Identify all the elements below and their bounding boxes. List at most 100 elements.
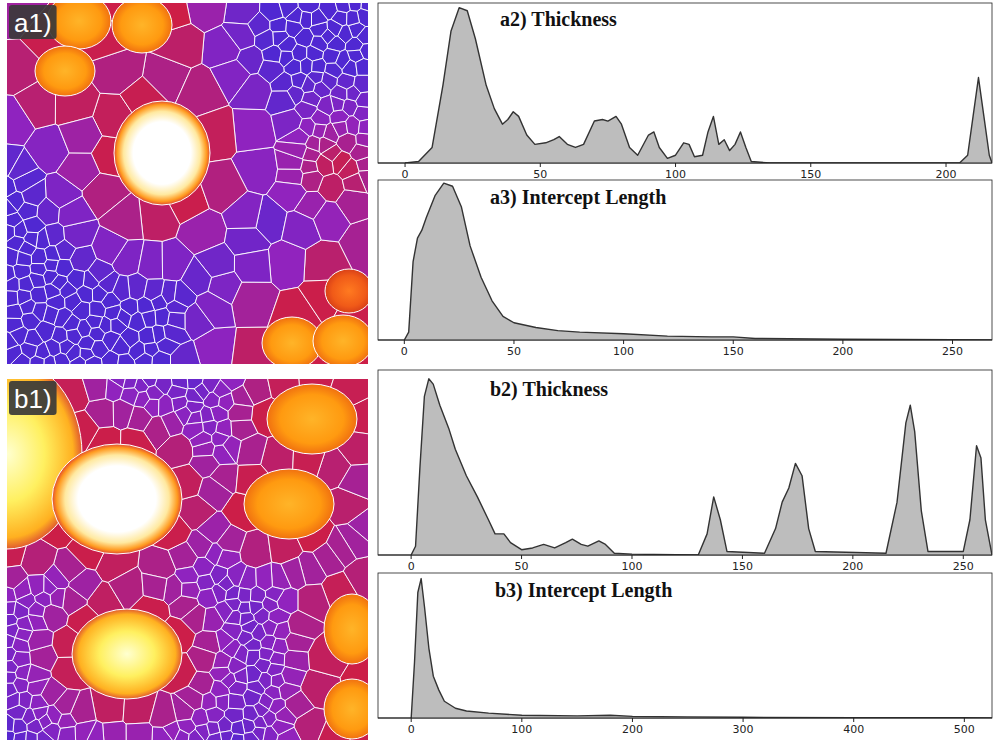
grain-cell	[312, 8, 329, 26]
x-tick	[810, 163, 811, 167]
chart-title: b2) Thickness	[490, 378, 608, 401]
x-tick-label: 50	[515, 560, 529, 573]
grain-cell	[123, 379, 138, 389]
grain-cell	[244, 732, 261, 740]
chart-panel: 050100150200250a3) Intercept Length	[378, 180, 992, 358]
grain-cell	[188, 729, 205, 740]
panel-label: a1)	[9, 5, 57, 39]
grain-cell	[321, 144, 342, 161]
chart-panel: 050100150200250b2) Thickness	[378, 370, 992, 573]
grain-cell	[7, 647, 16, 661]
density-curve	[411, 379, 992, 555]
grain-cell	[271, 720, 294, 735]
chart-title: a3) Intercept Length	[490, 186, 666, 209]
grain-cell	[8, 147, 39, 180]
x-tick	[852, 555, 853, 559]
grain-cell	[144, 279, 164, 301]
grain-cell	[301, 171, 323, 192]
x-tick	[513, 340, 514, 344]
pores	[7, 379, 368, 739]
pore	[313, 315, 368, 364]
grain-cell	[91, 341, 109, 359]
density-fill	[411, 379, 992, 555]
x-tick	[733, 340, 734, 344]
x-tick	[623, 340, 624, 344]
pore	[72, 609, 182, 699]
grain-cell	[356, 133, 368, 147]
x-tick	[853, 718, 854, 722]
grain-cell	[231, 385, 254, 407]
grain-cell	[22, 178, 47, 206]
grain-cell	[7, 264, 15, 282]
plot-frame	[378, 573, 992, 718]
grain-cell	[19, 276, 34, 292]
x-tick	[404, 340, 405, 344]
figure: a1)b1)050100150200a2) Thickness050100150…	[0, 0, 995, 742]
grain-cell	[67, 329, 82, 344]
grain-cell	[149, 689, 176, 727]
grain-cell	[29, 602, 45, 617]
grain-cell	[338, 464, 368, 500]
grain-cell	[7, 3, 51, 40]
grain-cell	[187, 646, 217, 673]
x-tick	[521, 718, 522, 722]
x-axis-line	[378, 555, 992, 556]
x-tick-label: 100	[621, 560, 642, 573]
grain-cell	[175, 567, 199, 584]
grain-cell	[221, 191, 263, 229]
grain-cell	[356, 58, 368, 75]
x-tick-label: 150	[732, 560, 753, 573]
plot-frame	[378, 180, 992, 340]
x-tick-label: 100	[613, 345, 634, 358]
chart-title: b3) Intercept Length	[495, 579, 672, 602]
grain-cell	[77, 286, 93, 304]
grain-cell	[88, 258, 115, 282]
grain-cell	[234, 249, 271, 282]
x-tick-label: 200	[622, 723, 643, 736]
grain-cell	[181, 256, 212, 297]
x-tick-label: 0	[408, 560, 415, 573]
grain-cell	[220, 731, 233, 740]
grain-cell	[126, 723, 153, 740]
grain-cell	[10, 327, 29, 346]
grain-cell	[215, 601, 233, 623]
grain-cell	[7, 713, 14, 732]
grain-cell	[189, 455, 220, 478]
grain-cell	[113, 275, 130, 302]
grain-cell	[279, 51, 293, 67]
x-tick	[411, 555, 412, 559]
grain-cell	[205, 543, 223, 565]
grain-cell	[45, 339, 61, 357]
grain-cell	[262, 620, 277, 636]
x-tick-label: 0	[401, 345, 408, 358]
pore	[114, 101, 210, 205]
x-tick	[743, 718, 744, 722]
grain-cell	[346, 116, 360, 136]
grain-cell	[13, 719, 27, 734]
density-curve	[404, 183, 992, 340]
grain-cell	[317, 95, 334, 116]
grain-cell	[218, 716, 232, 732]
grain-cell	[228, 657, 247, 673]
grain-cell	[254, 29, 273, 51]
pore	[47, 3, 111, 49]
grain-cell	[104, 305, 120, 320]
grain-cell	[216, 629, 234, 652]
grain-cell	[54, 308, 72, 328]
grain-cell	[181, 582, 200, 598]
grain-cell	[347, 11, 360, 26]
grain-cell	[44, 575, 58, 595]
x-tick-label: 250	[953, 560, 974, 573]
grain-cell	[111, 318, 128, 334]
grain-cell	[58, 117, 102, 154]
grain-cell	[144, 399, 159, 417]
grain-cell	[269, 698, 285, 714]
grain-cell	[302, 75, 316, 92]
x-tick	[963, 555, 964, 559]
pore	[324, 679, 368, 739]
grain-cell	[17, 251, 32, 266]
grain-cell	[7, 565, 28, 589]
grain-cell	[299, 118, 315, 136]
plot-area	[405, 8, 992, 163]
grain-cell	[155, 308, 169, 326]
